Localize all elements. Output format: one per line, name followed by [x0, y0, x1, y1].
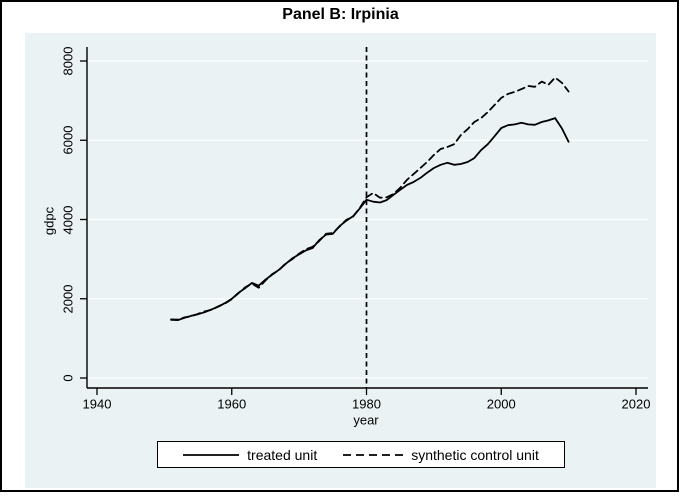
treated-line-sample — [183, 453, 240, 456]
y-tick-label: 0 — [60, 374, 76, 382]
y-tick-label: 2000 — [60, 284, 76, 314]
legend-item-treated: treated unit — [183, 447, 317, 463]
y-tick-label: 8000 — [60, 46, 76, 76]
x-axis-title: year — [353, 412, 379, 428]
y-axis-title: gdpc — [41, 206, 57, 236]
y-tick-label: 4000 — [60, 205, 76, 234]
x-tick-label: 1980 — [352, 396, 381, 412]
legend-label-synthetic: synthetic control unit — [411, 446, 539, 463]
plot-panel-background — [25, 33, 656, 488]
chart-title: Panel B: Irpinia — [282, 6, 399, 23]
series-line-synthetic — [170, 76, 570, 321]
x-tick-label: 1940 — [82, 396, 112, 412]
legend-item-synthetic: synthetic control unit — [343, 447, 539, 463]
x-tick-label: 1960 — [217, 396, 247, 412]
x-tick-label: 2020 — [621, 396, 651, 412]
x-tick-label: 2000 — [486, 396, 516, 412]
y-tick-label: 6000 — [60, 125, 76, 155]
legend-label-treated: treated unit — [247, 446, 318, 463]
synthetic-line-sample — [343, 453, 404, 456]
legend: treated unit synthetic control unit — [157, 441, 565, 468]
